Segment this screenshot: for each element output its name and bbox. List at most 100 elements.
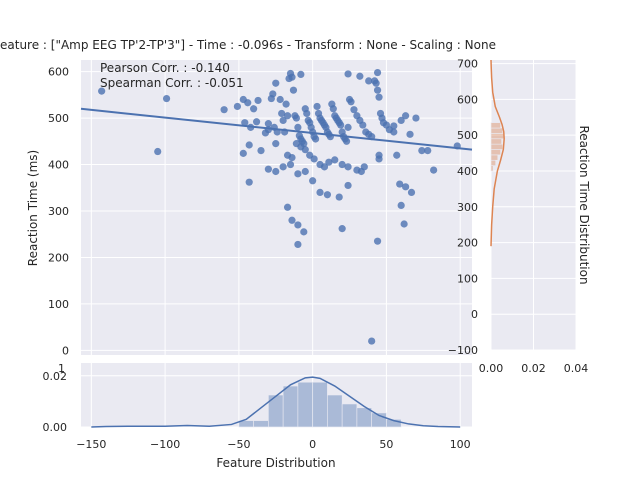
x-hist-bar [312, 381, 328, 428]
scatter-y-tick: 0 [62, 344, 69, 357]
scatter-point [272, 140, 280, 148]
scatter-point [98, 87, 106, 95]
scatter-point [424, 146, 432, 155]
scatter-point [373, 237, 382, 245]
scatter-point [373, 68, 382, 77]
x-hist-bar [282, 385, 299, 428]
scatter-point [329, 105, 337, 113]
scatter-point [313, 102, 321, 111]
scatter-point [316, 188, 324, 197]
scatter-y-tick: 600 [48, 66, 69, 79]
scatter-point [357, 167, 365, 176]
scatter-point [344, 181, 352, 190]
x-hist-x-tick: 0 [309, 438, 316, 451]
scatter-point [344, 163, 352, 171]
scatter-point [301, 146, 309, 154]
scatter-point [294, 240, 302, 249]
scatter-point [397, 116, 405, 124]
scatter-point [338, 225, 346, 233]
scatter-point [276, 95, 284, 104]
pearson-annotation: Pearson Corr. : -0.140 [100, 61, 230, 75]
y-hist-kde-line [490, 59, 505, 247]
scatter-point [406, 130, 414, 138]
x-hist-bar [386, 419, 402, 428]
scatter-point [430, 166, 438, 174]
x-hist-ticks: −150 −100 −50 0 50 100 0.00 0.02 [43, 370, 471, 451]
y-hist-x-tick: 0.04 [564, 362, 589, 375]
scatter-point [402, 112, 410, 120]
y-hist-y-tick: 600 [457, 93, 478, 106]
y-hist-x-tick: 0.02 [521, 362, 546, 375]
scatter-point [288, 73, 296, 81]
scatter-point [347, 98, 355, 106]
x-hist-bars [238, 381, 402, 428]
scatter-point [400, 220, 408, 228]
scatter-point [373, 86, 382, 94]
y-hist-bar [490, 149, 501, 156]
x-hist-tick-overlap: 1 [58, 362, 65, 375]
scatter-point [257, 146, 265, 155]
scatter-point [310, 155, 318, 163]
scatter-point [282, 100, 290, 108]
scatter-point [162, 94, 171, 103]
scatter-y-tick: 500 [48, 112, 69, 125]
x-hist-y-tick: 0.00 [43, 421, 68, 434]
scatter-point [154, 147, 162, 156]
y-hist-bar [490, 127, 503, 134]
y-hist-y-tick: 200 [457, 237, 478, 250]
scatter-point [331, 156, 339, 164]
scatter-point [356, 72, 364, 80]
x-hist-bar [297, 381, 313, 428]
scatter-point [344, 123, 352, 131]
x-hist-bar [341, 403, 358, 428]
scatter-panel [81, 60, 472, 355]
y-hist-y-tick: 500 [457, 129, 478, 142]
y-hist-kde [490, 59, 505, 247]
x-hist-x-tick: −100 [150, 438, 180, 451]
scatter-point [252, 118, 261, 126]
scatter-point [393, 151, 401, 159]
y-hist-bar [490, 122, 501, 129]
y-hist-bar [490, 138, 502, 145]
y-hist-bar [490, 154, 499, 161]
y-hist-y-tick: 400 [457, 165, 478, 178]
scatter-points [98, 68, 461, 345]
x-hist-x-tick: −150 [76, 438, 106, 451]
y-hist-bar [490, 133, 505, 140]
regression-line [80, 107, 473, 151]
y-hist-grid [490, 60, 577, 351]
x-hist-x-tick: 50 [379, 438, 393, 451]
scatter-point [294, 123, 302, 131]
scatter-point [397, 201, 405, 210]
scatter-y-tick: 200 [48, 251, 69, 264]
scatter-point [323, 191, 332, 199]
scatter-point [239, 149, 247, 157]
scatter-point [396, 180, 404, 188]
x-hist-bar [253, 420, 269, 428]
scatter-point [294, 170, 302, 178]
x-hist-x-tick: 100 [450, 438, 471, 451]
scatter-point [279, 163, 287, 171]
scatter-point [412, 114, 420, 122]
y-hist-x-tick: 0.00 [479, 362, 504, 375]
scatter-point [288, 216, 296, 224]
scatter-y-tick: 100 [48, 298, 69, 311]
scatter-point [350, 106, 358, 114]
scatter-point [264, 165, 272, 173]
y-hist-y-tick: 100 [457, 272, 478, 285]
scatter-point [278, 109, 286, 118]
scatter-point [309, 177, 317, 185]
scatter-point [272, 79, 280, 87]
y-hist-label: Reaction Time Distribution [577, 125, 591, 284]
scatter-y-label: Reaction Time (ms) [26, 150, 40, 266]
scatter-point [312, 135, 320, 143]
scatter-point [338, 160, 346, 169]
y-hist-y-tick: −100 [448, 344, 478, 357]
scatter-point [342, 137, 351, 145]
scatter-point [301, 167, 309, 176]
x-hist-bar [327, 394, 343, 428]
scatter-point [289, 86, 298, 94]
x-hist-bar [356, 407, 372, 428]
scatter-point [250, 105, 258, 113]
scatter-point [390, 128, 398, 136]
